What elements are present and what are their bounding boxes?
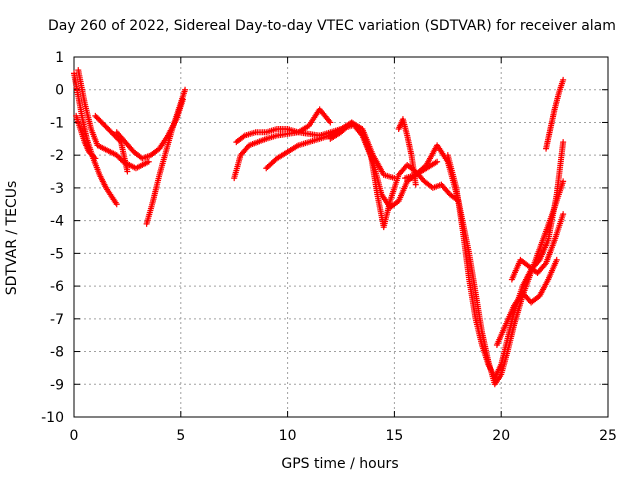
y-tick-label: -8 — [50, 345, 64, 361]
data-point — [92, 155, 99, 162]
series-arc-7 — [233, 106, 334, 146]
x-tick-label: 10 — [279, 428, 297, 444]
y-tick-label: -2 — [50, 148, 64, 164]
y-tick-label: -3 — [50, 181, 64, 197]
y-tick-label: 1 — [55, 50, 64, 66]
y-tick-label: -4 — [50, 214, 64, 230]
y-tick-label: -7 — [50, 312, 64, 328]
y-tick-label: -9 — [50, 377, 64, 393]
series-arc-5 — [143, 86, 189, 227]
x-tick-label: 5 — [176, 428, 185, 444]
x-tick-label: 20 — [492, 428, 510, 444]
data-point — [553, 256, 560, 263]
series-arc-2 — [75, 67, 152, 172]
data-point — [124, 168, 131, 175]
series-arc-14 — [493, 256, 560, 348]
data-point — [560, 211, 567, 218]
y-tick-label: -1 — [50, 115, 64, 131]
data-point — [412, 181, 419, 188]
series-arc-13 — [444, 139, 567, 381]
data-point — [145, 158, 152, 165]
plot-frame — [73, 56, 609, 418]
data-point — [327, 119, 334, 126]
series-arc-15 — [508, 211, 567, 283]
data-point — [560, 139, 567, 146]
y-tick-label: -10 — [41, 410, 64, 426]
x-axis-label: GPS time / hours — [281, 456, 399, 472]
series-arc-16 — [543, 76, 567, 152]
chart-title: Day 260 of 2022, Sidereal Day-to-day VTE… — [48, 18, 616, 34]
data-point — [113, 201, 120, 208]
data-point — [560, 76, 567, 83]
y-tick-label: -5 — [50, 246, 64, 262]
series-arc-1b — [73, 112, 99, 162]
x-tick-label: 0 — [70, 428, 79, 444]
data-point — [91, 154, 98, 161]
y-tick-label: -6 — [50, 279, 64, 295]
data-point — [182, 86, 189, 93]
data-point — [434, 158, 441, 165]
x-tick-label: 25 — [599, 428, 617, 444]
series-arc-11 — [395, 116, 419, 188]
y-tick-label: 0 — [55, 83, 64, 99]
x-tick-label: 15 — [385, 428, 403, 444]
